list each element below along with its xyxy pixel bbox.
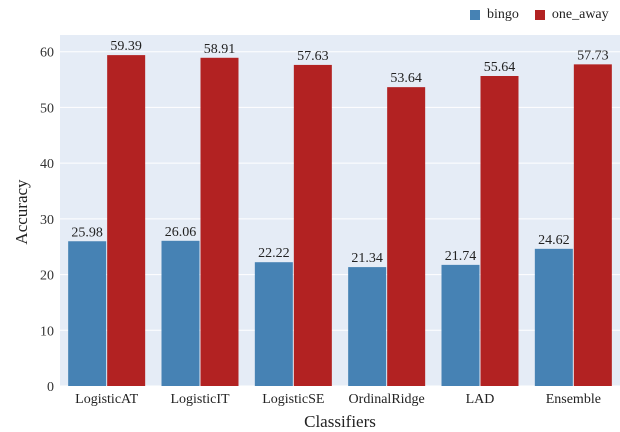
data-label: 21.34 <box>351 251 383 266</box>
data-label: 58.91 <box>204 42 236 57</box>
x-tick-label: LogisticSE <box>262 392 324 407</box>
bar-one-away-logisticit <box>200 57 239 387</box>
bar-bingo-logisticat <box>68 241 107 386</box>
y-tick-label: 50 <box>40 101 54 116</box>
bar-bingo-logisticit <box>161 240 200 386</box>
legend-label-bingo: bingo <box>487 7 519 22</box>
legend-swatch-bingo <box>470 10 480 20</box>
x-tick-label: Ensemble <box>546 392 601 407</box>
bar-one-away-ensemble <box>573 64 612 387</box>
data-label: 57.73 <box>577 48 609 63</box>
data-label: 59.39 <box>110 39 142 54</box>
legend-label-one-away: one_away <box>551 7 609 22</box>
legend: bingo one_away <box>470 6 620 24</box>
y-tick-label: 40 <box>40 157 54 172</box>
data-label: 26.06 <box>165 225 197 240</box>
legend-item-bingo[interactable]: bingo <box>470 7 519 23</box>
y-tick-label: 30 <box>40 213 54 228</box>
bar-one-away-logisticse <box>293 64 332 386</box>
data-label: 55.64 <box>484 60 516 75</box>
x-tick-label: LogisticIT <box>170 392 230 407</box>
data-label: 22.22 <box>258 246 290 261</box>
bar-one-away-lad <box>480 76 519 387</box>
x-axis-title: Classifiers <box>304 412 376 431</box>
legend-swatch-one-away <box>534 10 545 20</box>
data-label: 25.98 <box>71 225 103 240</box>
bar-one-away-ordinalridge <box>387 87 426 387</box>
x-tick-label: OrdinalRidge <box>349 392 425 407</box>
y-tick-label: 0 <box>47 380 54 395</box>
plot-background <box>60 35 620 386</box>
data-label: 53.64 <box>390 71 422 86</box>
bar-bingo-lad <box>441 264 480 386</box>
y-tick-label: 10 <box>40 324 54 339</box>
data-label: 21.74 <box>445 249 477 264</box>
y-tick-label: 20 <box>40 269 54 284</box>
legend-item-one-away[interactable]: one_away <box>534 7 609 23</box>
bar-bingo-ordinalridge <box>348 267 387 386</box>
bar-bingo-logisticse <box>254 262 293 386</box>
x-tick-label: LAD <box>466 392 495 407</box>
y-axis-title: Accuracy <box>12 179 31 245</box>
x-tick-label: LogisticAT <box>75 392 138 407</box>
data-label: 24.62 <box>538 233 570 248</box>
bar-bingo-ensemble <box>534 248 573 386</box>
y-tick-label: 60 <box>40 46 54 61</box>
data-label: 57.63 <box>297 49 329 64</box>
bar-one-away-logisticat <box>107 55 146 387</box>
